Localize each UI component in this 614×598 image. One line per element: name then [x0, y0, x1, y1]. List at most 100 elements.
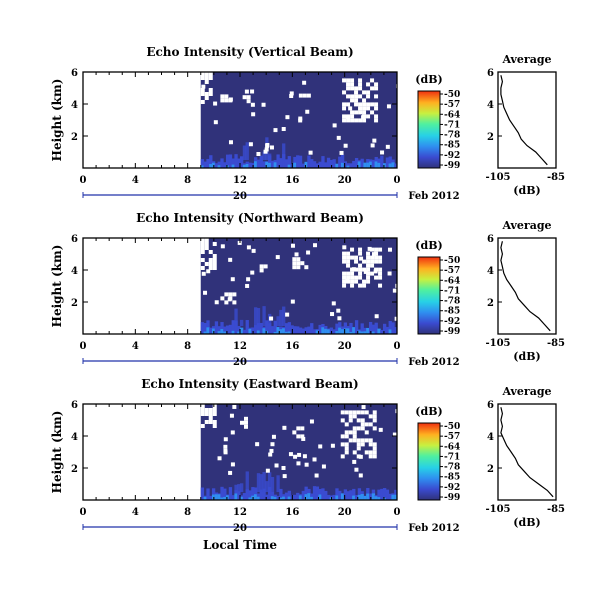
missing-data-cell — [378, 275, 383, 280]
colorbar-tick-label: -71 — [444, 286, 460, 296]
missing-data-cell — [358, 94, 363, 99]
heatmap-cell — [388, 163, 392, 168]
missing-data-cell — [251, 248, 256, 253]
average-y-tick-label: 6 — [487, 400, 494, 411]
heatmap-cell — [312, 486, 317, 500]
heatmap-cell — [321, 488, 325, 500]
missing-data-cell — [372, 446, 377, 451]
heatmap-cell — [360, 494, 364, 500]
missing-data-cell — [204, 72, 209, 76]
heatmap-cell — [256, 159, 261, 168]
missing-data-cell — [366, 259, 371, 264]
missing-data-cell — [269, 316, 274, 321]
missing-data-cell — [217, 456, 222, 461]
missing-data-cell — [346, 82, 351, 87]
heatmap-cell — [279, 329, 283, 334]
colorbar-tick-label: -64 — [444, 276, 460, 286]
missing-data-cell — [200, 92, 205, 96]
y-tick-label: 6 — [71, 68, 78, 79]
heatmap-cell — [335, 331, 339, 334]
missing-data-cell — [245, 283, 250, 288]
missing-data-cell — [358, 118, 363, 123]
missing-data-cell — [337, 316, 342, 321]
missing-data-cell — [372, 442, 377, 447]
missing-data-cell — [204, 408, 209, 412]
heatmap-cell — [349, 163, 353, 168]
missing-data-cell — [300, 434, 305, 439]
missing-data-cell — [352, 414, 357, 419]
missing-data-cell — [372, 414, 377, 419]
missing-data-cell — [240, 420, 244, 425]
missing-data-cell — [366, 275, 371, 280]
missing-data-cell — [352, 438, 357, 443]
missing-data-cell — [370, 255, 375, 260]
heatmap-cell — [256, 323, 261, 334]
colorbar-tick-label: -92 — [444, 483, 460, 493]
missing-data-cell — [358, 275, 363, 280]
heatmap-cell — [200, 159, 205, 168]
missing-data-cell — [281, 127, 286, 132]
month-label: Feb 2012 — [408, 357, 459, 368]
missing-data-cell — [387, 247, 392, 252]
missing-data-cell — [297, 452, 302, 457]
missing-data-cell — [342, 255, 347, 260]
missing-data-cell — [374, 259, 379, 264]
missing-data-cell — [352, 459, 357, 464]
missing-data-cell — [244, 89, 249, 94]
heatmap-cell — [237, 326, 241, 334]
heatmap-cell — [200, 165, 205, 168]
missing-data-cell — [250, 270, 255, 275]
heatmap-cell — [268, 155, 272, 168]
missing-data-cell — [362, 102, 367, 107]
local-time-label: Local Time — [203, 538, 277, 552]
missing-data-cell — [358, 86, 363, 91]
missing-data-cell — [232, 300, 237, 305]
heatmap-cell — [228, 154, 233, 168]
missing-data-cell — [354, 467, 359, 472]
colorbar-tick-label: -71 — [444, 452, 460, 462]
heatmap-cell — [293, 494, 297, 500]
x-tick-label: 16 — [285, 175, 299, 186]
missing-data-cell — [354, 90, 359, 95]
heatmap-cell — [268, 472, 272, 492]
missing-data-cell — [255, 442, 260, 447]
missing-data-cell — [358, 473, 363, 478]
heatmap-cell — [231, 158, 235, 168]
heatmap-cell — [329, 159, 334, 168]
heatmap-cell — [256, 330, 261, 334]
average-x-label: (dB) — [513, 516, 540, 529]
missing-data-cell — [350, 82, 355, 87]
missing-data-cell — [208, 262, 213, 266]
missing-data-cell — [362, 267, 367, 272]
missing-data-cell — [360, 410, 365, 415]
heatmap-cell — [293, 162, 297, 168]
missing-data-cell — [348, 414, 353, 419]
heatmap-cell — [310, 493, 314, 500]
missing-data-cell — [289, 94, 294, 99]
missing-data-cell — [212, 266, 217, 270]
missing-data-cell — [200, 412, 205, 416]
heatmap-cell — [262, 306, 266, 326]
missing-data-cell — [356, 446, 361, 451]
average-frame — [497, 403, 557, 501]
missing-data-cell — [204, 96, 209, 100]
missing-data-cell — [374, 106, 379, 111]
heatmap-cell — [220, 322, 224, 334]
missing-data-cell — [348, 438, 353, 443]
missing-data-cell — [200, 408, 205, 412]
missing-data-cell — [313, 243, 318, 248]
missing-data-cell — [358, 78, 363, 83]
missing-data-cell — [360, 438, 365, 443]
heatmap-cell — [225, 154, 230, 168]
heatmap-cell — [371, 493, 376, 500]
missing-data-cell — [346, 275, 351, 280]
heatmap-cell — [240, 483, 244, 492]
heatmap-cell — [206, 488, 210, 500]
heatmap-cell — [357, 488, 362, 500]
heatmap-cell — [354, 494, 359, 500]
heatmap-cell — [225, 495, 230, 500]
missing-data-cell — [208, 76, 213, 80]
heatmap-cell — [324, 490, 328, 500]
missing-data-cell — [220, 244, 225, 249]
